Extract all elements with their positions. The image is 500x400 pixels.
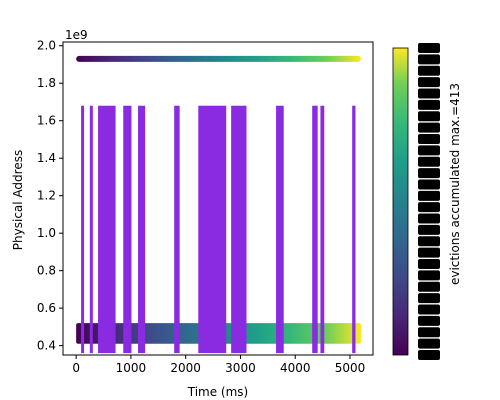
colorbar-tick-mark-15 (418, 213, 440, 224)
colorbar-tick-mark-12 (418, 179, 440, 190)
spike-12 (352, 105, 356, 354)
colorbar-tick-mark-1 (418, 54, 440, 65)
y-tick-label-2: 0.8 (37, 264, 56, 278)
eviction-spikes (81, 105, 356, 354)
colorbar-tick-mark-2 (418, 65, 440, 76)
colorbar-tick-mark-19 (418, 259, 440, 270)
spike-10 (312, 105, 318, 354)
y-tick-label-7: 1.8 (37, 76, 56, 90)
x-axis: 0 1000 2000 3000 4000 5000 (72, 355, 365, 375)
x-tick-label-5000: 5000 (335, 361, 366, 375)
x-tick-label-1000: 1000 (116, 361, 147, 375)
spike-11 (320, 105, 325, 354)
spike-5 (138, 105, 146, 354)
spike-4 (123, 105, 132, 354)
colorbar-tick-mark-23 (418, 304, 440, 315)
colorbar-tick-mark-14 (418, 202, 440, 213)
y-axis: 0.4 0.6 0.8 1.0 1.2 1.4 1.6 1.8 2.0 (37, 39, 63, 353)
colorbar: evictions accumulated max.=413 (392, 43, 462, 360)
spike-3 (98, 105, 116, 354)
y-tick-label-3: 1.0 (37, 226, 56, 240)
colorbar-tick-mark-10 (418, 156, 440, 167)
colorbar-tick-mark-6 (418, 111, 440, 122)
colorbar-tick-mark-27 (418, 350, 440, 360)
colorbar-tick-mark-0 (418, 43, 440, 53)
spike-1 (81, 105, 85, 354)
colorbar-tick-mark-16 (418, 224, 440, 235)
y-axis-label: Physical Address (11, 150, 25, 250)
colorbar-tick-labels (418, 43, 440, 360)
colorbar-tick-mark-8 (418, 133, 440, 144)
colorbar-tick-mark-24 (418, 315, 440, 326)
colorbar-tick-mark-4 (418, 88, 440, 99)
y-tick-label-6: 1.6 (37, 114, 56, 128)
colorbar-tick-mark-20 (418, 270, 440, 281)
y-tick-label-0: 0.4 (37, 339, 56, 353)
x-axis-label: Time (ms) (187, 385, 249, 399)
x-tick-label-3000: 3000 (225, 361, 256, 375)
y-offset-label: 1e9 (65, 28, 88, 42)
colorbar-label: evictions accumulated max.=413 (448, 83, 462, 285)
colorbar-tick-mark-26 (418, 338, 440, 349)
colorbar-tick-mark-22 (418, 293, 440, 304)
colorbar-gradient (392, 47, 409, 356)
colorbar-tick-mark-5 (418, 99, 440, 110)
y-tick-label-8: 2.0 (37, 39, 56, 53)
y-tick-label-5: 1.4 (37, 151, 56, 165)
colorbar-tick-mark-3 (418, 77, 440, 88)
spike-9 (276, 105, 284, 354)
colorbar-tick-mark-7 (418, 122, 440, 133)
x-tick-label-2000: 2000 (170, 361, 201, 375)
colorbar-tick-mark-21 (418, 281, 440, 292)
spike-8 (231, 105, 247, 354)
scatter-series-top (76, 55, 361, 62)
spike-6 (174, 105, 180, 354)
spike-2 (89, 105, 93, 354)
colorbar-tick-mark-18 (418, 247, 440, 258)
colorbar-tick-mark-13 (418, 190, 440, 201)
colorbar-tick-mark-25 (418, 327, 440, 338)
colorbar-tick-mark-11 (418, 168, 440, 179)
colorbar-tick-mark-17 (418, 236, 440, 247)
x-tick-label-4000: 4000 (280, 361, 311, 375)
y-tick-label-1: 0.6 (37, 301, 56, 315)
y-tick-label-4: 1.2 (37, 189, 56, 203)
axes-frame (62, 41, 374, 356)
plot-area (62, 41, 374, 356)
x-tick-label-0: 0 (72, 361, 80, 375)
spike-7 (198, 105, 227, 354)
colorbar-tick-mark-9 (418, 145, 440, 156)
